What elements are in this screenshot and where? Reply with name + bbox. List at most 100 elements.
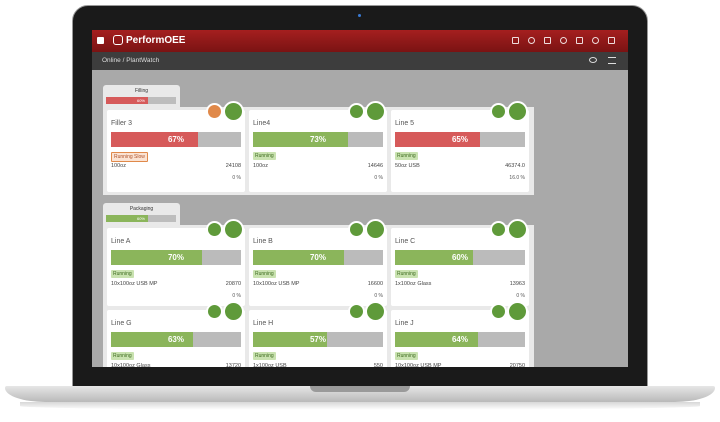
product: 50oz USB xyxy=(395,163,420,169)
oee-bar: 67% xyxy=(111,132,241,147)
count: 20750 xyxy=(509,363,525,367)
group-name: Filling xyxy=(134,88,149,94)
toolbar-icon[interactable] xyxy=(544,37,551,44)
machine-name: Line B xyxy=(253,238,273,245)
oee-label: 70% xyxy=(167,253,184,262)
machine-card[interactable]: Line B 70% Running 10x100oz USB MP 16600 0 % xyxy=(249,219,387,306)
check-icon[interactable] xyxy=(507,301,528,322)
product: 1x100oz USB xyxy=(253,363,287,367)
toolbar-icon[interactable] xyxy=(608,37,615,44)
camera xyxy=(358,14,361,17)
gear-icon[interactable] xyxy=(490,303,507,320)
screen: PerformOEE Online / PlantWatch Filling 60… xyxy=(92,30,628,367)
gear-icon[interactable] xyxy=(348,103,365,120)
toolbar-icon[interactable] xyxy=(512,37,519,44)
gear-icon[interactable] xyxy=(490,221,507,238)
oee-fill xyxy=(253,132,348,147)
machine-card[interactable]: Filler 3 67% Running Slow 100oz 24108 0 % xyxy=(107,101,245,192)
status-chip: Running xyxy=(253,152,276,160)
machine-name: Line A xyxy=(111,238,131,245)
count: 20870 xyxy=(225,281,241,287)
oee-label: 67% xyxy=(167,135,184,144)
oee-label: 60% xyxy=(451,253,468,262)
product: 10x100oz USB MP xyxy=(111,281,158,287)
oee-fill xyxy=(253,250,344,265)
view-icon[interactable] xyxy=(589,57,597,63)
toolbar-icon[interactable] xyxy=(528,37,535,44)
oee-fill xyxy=(395,332,479,347)
count: 24108 xyxy=(225,163,241,169)
top-bar: PerformOEE xyxy=(92,30,628,52)
oee-bar: 70% xyxy=(111,250,241,265)
group-progress-label: 60% xyxy=(136,216,145,221)
gear-icon[interactable] xyxy=(206,221,223,238)
check-icon[interactable] xyxy=(223,101,244,122)
filter-icon[interactable] xyxy=(608,57,616,64)
oee-fill xyxy=(111,132,199,147)
count: 16600 xyxy=(367,281,383,287)
toolbar-icon[interactable] xyxy=(560,37,567,44)
oee-fill xyxy=(253,332,328,347)
group-progress-label: 60% xyxy=(136,98,145,103)
check-icon[interactable] xyxy=(507,219,528,240)
check-icon[interactable] xyxy=(365,301,386,322)
sub-bar: Online / PlantWatch xyxy=(92,52,628,70)
laptop-notch xyxy=(310,386,410,392)
group-progress-fill xyxy=(106,97,148,104)
count: 13720 xyxy=(225,363,241,367)
oee-fill xyxy=(111,332,193,347)
check-icon[interactable] xyxy=(507,101,528,122)
oee-label: 73% xyxy=(309,135,326,144)
count: 46374.0 xyxy=(505,163,525,169)
group-tab: Filling 60% xyxy=(103,85,180,107)
oee-bar: 73% xyxy=(253,132,383,147)
count: 14646 xyxy=(367,163,383,169)
check-icon[interactable] xyxy=(365,101,386,122)
count: 13963 xyxy=(509,281,525,287)
menu-button[interactable] xyxy=(97,37,104,44)
toolbar-icon[interactable] xyxy=(592,37,599,44)
oee-fill xyxy=(111,250,202,265)
oee-label: 64% xyxy=(451,335,468,344)
status-chip: Running xyxy=(395,352,418,360)
group-name: Packaging xyxy=(129,206,154,212)
status-chip: Running xyxy=(253,352,276,360)
gear-icon[interactable] xyxy=(490,103,507,120)
toolbar-icon[interactable] xyxy=(576,37,583,44)
rate: 16.0 % xyxy=(509,175,525,181)
product: 100oz xyxy=(111,163,126,169)
crumb[interactable]: PlantWatch xyxy=(126,57,160,64)
gear-icon[interactable] xyxy=(206,103,223,120)
laptop-shadow xyxy=(20,402,700,410)
machine-card[interactable]: Line4 73% Running 100oz 14646 0 % xyxy=(249,101,387,192)
oee-bar: 65% xyxy=(395,132,525,147)
oee-label: 65% xyxy=(451,135,468,144)
product: 10x100oz Glass xyxy=(111,363,151,367)
gear-icon[interactable] xyxy=(348,221,365,238)
check-icon[interactable] xyxy=(223,301,244,322)
product: 100oz xyxy=(253,163,268,169)
machine-name: Filler 3 xyxy=(111,120,133,127)
status-chip: Running xyxy=(395,270,418,278)
machine-card[interactable]: Line 5 65% Running 50oz USB 46374.0 16.0 % xyxy=(391,101,529,192)
rate: 0 % xyxy=(516,293,525,299)
machine-name: Line4 xyxy=(253,120,271,127)
status-chip: Running Slow xyxy=(111,152,148,162)
check-icon[interactable] xyxy=(223,219,244,240)
product: 10x100oz USB MP xyxy=(395,363,442,367)
oee-label: 70% xyxy=(309,253,326,262)
oee-label: 57% xyxy=(309,335,326,344)
check-icon[interactable] xyxy=(365,219,386,240)
machine-card[interactable]: Line C 60% Running 1x100oz Glass 13963 0 % xyxy=(391,219,529,306)
crumb[interactable]: Online xyxy=(102,57,121,64)
gear-icon[interactable] xyxy=(206,303,223,320)
gear-icon[interactable] xyxy=(348,303,365,320)
product: 1x100oz Glass xyxy=(395,281,432,287)
rate: 0 % xyxy=(374,175,383,181)
machine-card[interactable]: Line A 70% Running 10x100oz USB MP 20870 0 % xyxy=(107,219,245,306)
group-panel: Line A 70% Running 10x100oz USB MP 20870 0 % L… xyxy=(103,219,534,367)
